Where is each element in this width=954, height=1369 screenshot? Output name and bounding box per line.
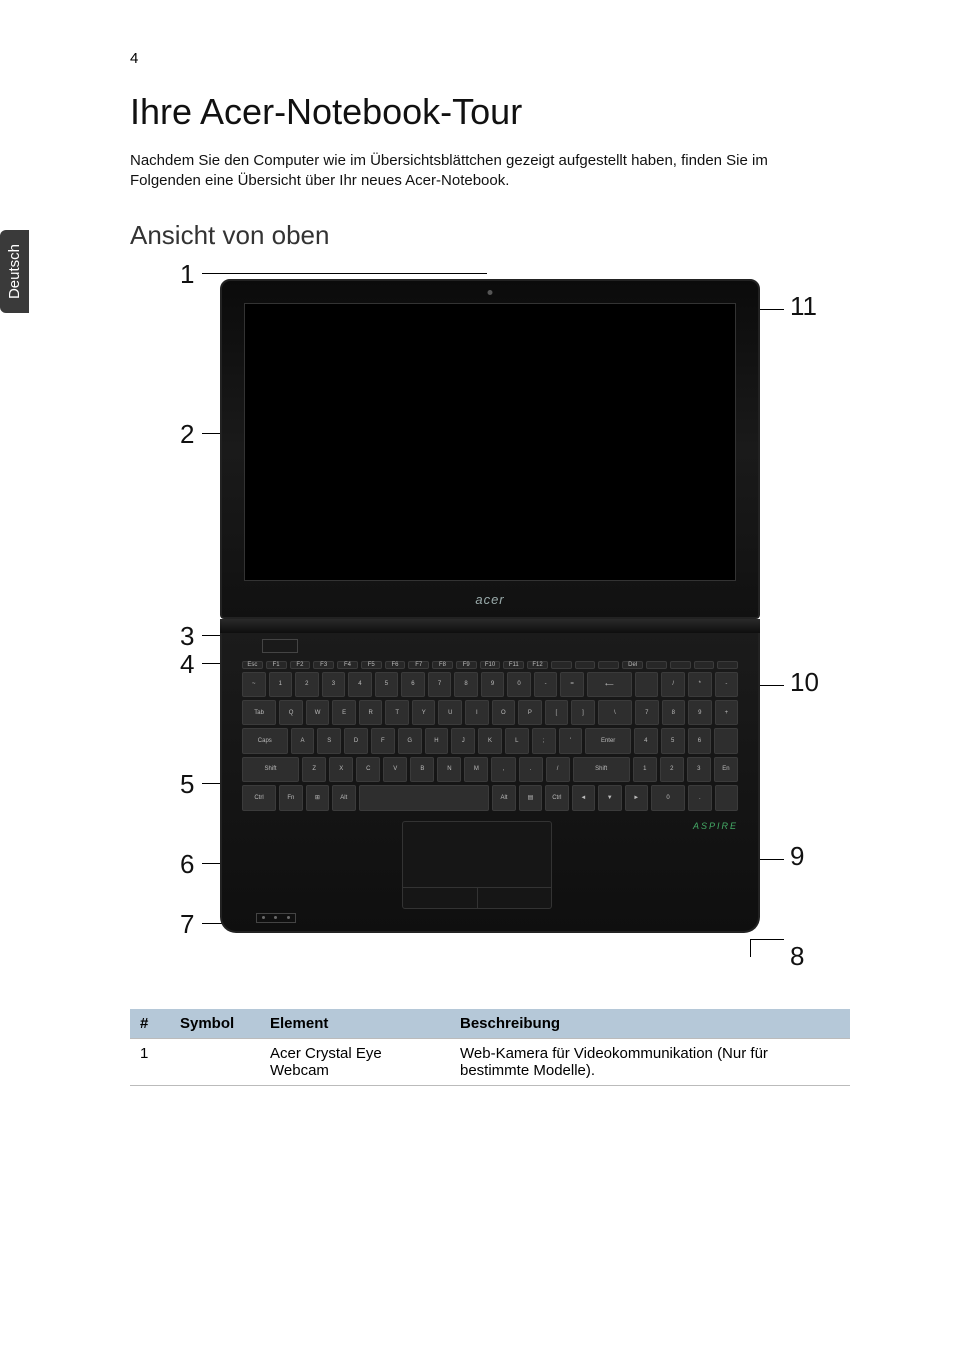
callout-7: 7 <box>180 909 194 940</box>
th-hash: # <box>130 1009 170 1039</box>
callout-4: 4 <box>180 649 194 680</box>
callout-9: 9 <box>790 841 804 872</box>
callout-5: 5 <box>180 769 194 800</box>
callout-6: 6 <box>180 849 194 880</box>
laptop-image: acer EscF1F2F3F4F5F6F7F8F9F10F11F12Del ~… <box>220 279 760 933</box>
keyboard: EscF1F2F3F4F5F6F7F8F9F10F11F12Del ~12345… <box>242 661 738 811</box>
th-element: Element <box>260 1009 450 1039</box>
callout-2: 2 <box>180 419 194 450</box>
th-symbol: Symbol <box>170 1009 260 1039</box>
callout-11: 11 <box>790 291 817 322</box>
language-tab: Deutsch <box>0 230 29 313</box>
table-row: 1 Acer Crystal Eye Webcam Web-Kamera für… <box>130 1038 850 1085</box>
acer-logo: acer <box>475 592 504 607</box>
cell-symbol <box>170 1038 260 1085</box>
callout-8: 8 <box>790 941 804 972</box>
cell-hash: 1 <box>130 1038 170 1085</box>
section-title: Ansicht von oben <box>130 220 854 251</box>
callout-3: 3 <box>180 621 194 652</box>
th-description: Beschreibung <box>450 1009 850 1039</box>
trackpad <box>402 821 552 909</box>
page-title: Ihre Acer-Notebook-Tour <box>130 91 854 133</box>
cell-description: Web-Kamera für Videokommunikation (Nur f… <box>450 1038 850 1085</box>
power-button-icon <box>262 639 298 653</box>
callout-10: 10 <box>790 667 819 698</box>
cell-element: Acer Crystal Eye Webcam <box>260 1038 450 1085</box>
intro-paragraph: Nachdem Sie den Computer wie im Übersich… <box>130 151 810 192</box>
status-leds-icon <box>256 913 296 923</box>
laptop-diagram: 1 2 3 4 5 6 7 11 10 9 8 acer <box>130 259 850 979</box>
callout-1: 1 <box>180 259 194 290</box>
description-table: # Symbol Element Beschreibung 1 Acer Cry… <box>130 1009 850 1086</box>
page-number: 4 <box>130 50 854 67</box>
aspire-logo: ASPIRE <box>693 821 738 831</box>
webcam-icon <box>488 290 493 295</box>
